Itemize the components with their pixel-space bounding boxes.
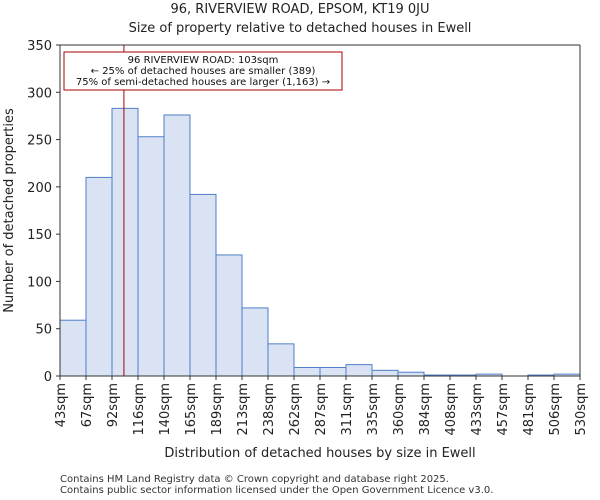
x-tick-label: 262sqm xyxy=(288,383,303,436)
x-tick-label: 360sqm xyxy=(392,383,407,436)
y-axis-label: Number of detached properties xyxy=(2,108,17,313)
annotation-line: 96 RIVERVIEW ROAD: 103sqm xyxy=(128,55,279,66)
histogram-bar xyxy=(319,366,347,377)
x-tick-label: 408sqm xyxy=(444,383,459,436)
annotation-line: ← 25% of detached houses are smaller (38… xyxy=(91,66,316,77)
x-tick-label: 530sqm xyxy=(574,383,589,436)
y-tick-label: 150 xyxy=(27,228,52,243)
footer-line-2: Contains public sector information licen… xyxy=(60,485,494,496)
x-tick-label: 481sqm xyxy=(522,383,537,436)
chart-subtitle: Size of property relative to detached ho… xyxy=(128,21,472,36)
histogram-bar xyxy=(137,136,165,377)
x-tick-label: 116sqm xyxy=(132,383,147,436)
x-tick-label: 506sqm xyxy=(548,383,563,436)
histogram-bar xyxy=(267,343,295,377)
histogram-bar xyxy=(293,366,321,377)
histogram-bar xyxy=(85,176,113,377)
histogram-bar xyxy=(59,319,87,377)
x-tick-label: 384sqm xyxy=(418,383,433,436)
x-tick-label: 335sqm xyxy=(366,383,381,436)
y-tick-label: 250 xyxy=(27,134,52,149)
x-tick-label: 433sqm xyxy=(470,383,485,436)
y-tick-label: 200 xyxy=(27,181,52,196)
x-tick-label: 238sqm xyxy=(262,383,277,436)
x-tick-label: 311sqm xyxy=(340,383,355,436)
annotation-box xyxy=(63,51,343,91)
histogram-bar xyxy=(215,254,243,377)
x-tick-label: 287sqm xyxy=(314,383,329,436)
chart-title: 96, RIVERVIEW ROAD, EPSOM, KT19 0JU xyxy=(170,2,430,17)
y-tick-label: 100 xyxy=(27,275,52,290)
x-axis-label: Distribution of detached houses by size … xyxy=(164,446,475,461)
x-tick-label: 67sqm xyxy=(80,383,95,427)
footer-line-1: Contains HM Land Registry data © Crown c… xyxy=(60,474,449,485)
x-tick-label: 213sqm xyxy=(236,383,251,436)
x-tick-label: 140sqm xyxy=(158,383,173,436)
annotation-line: 75% of semi-detached houses are larger (… xyxy=(76,77,330,88)
histogram-bar xyxy=(371,369,399,377)
y-tick-label: 350 xyxy=(27,39,52,54)
x-tick-label: 165sqm xyxy=(184,383,199,436)
histogram-bar xyxy=(397,371,425,377)
y-tick-label: 0 xyxy=(44,370,52,385)
x-tick-label: 43sqm xyxy=(54,383,69,427)
histogram-bar xyxy=(163,114,191,377)
x-tick-label: 92sqm xyxy=(106,383,121,427)
histogram-bar xyxy=(111,107,139,377)
histogram-bar xyxy=(241,307,269,377)
x-tick-label: 457sqm xyxy=(496,383,511,436)
histogram-bar xyxy=(189,193,217,377)
histogram-bar xyxy=(345,364,373,377)
y-tick-label: 300 xyxy=(27,86,52,101)
y-tick-label: 50 xyxy=(35,323,52,338)
x-tick-label: 189sqm xyxy=(210,383,225,436)
